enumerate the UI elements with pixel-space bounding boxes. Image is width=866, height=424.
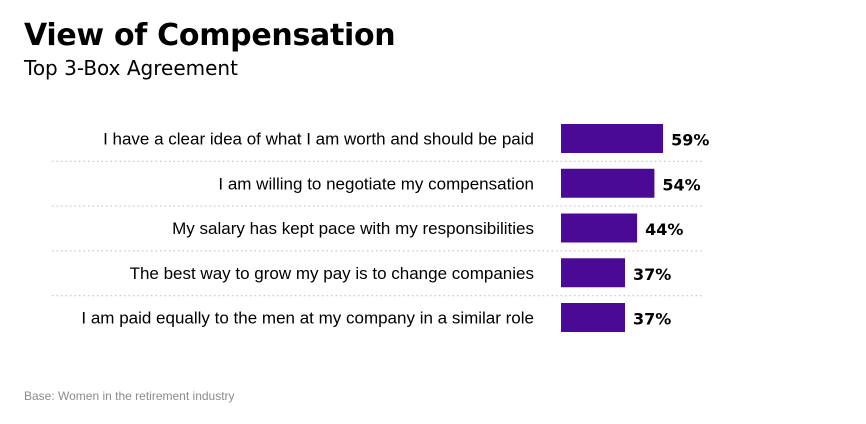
category-label: My salary has kept pace with my responsi… <box>172 219 534 238</box>
bar <box>561 213 638 243</box>
chart-title: View of Compensation <box>24 18 396 53</box>
base-footnote: Base: Women in the retirement industry <box>24 389 235 403</box>
bar <box>561 124 664 153</box>
category-label: I have a clear idea of what I am worth a… <box>103 130 534 149</box>
category-label: I am paid equally to the men at my compa… <box>81 309 534 328</box>
chart-subtitle: Top 3-Box Agreement <box>24 56 238 80</box>
value-label: 54% <box>662 175 700 194</box>
value-label: 37% <box>633 310 671 329</box>
category-label: I am willing to negotiate my compensatio… <box>218 174 534 193</box>
category-label: The best way to grow my pay is to change… <box>130 264 534 283</box>
value-label: 37% <box>633 265 671 284</box>
value-label: 59% <box>671 131 709 150</box>
bar <box>561 168 655 198</box>
bar <box>561 258 626 288</box>
bar <box>561 303 626 332</box>
value-label: 44% <box>645 220 683 239</box>
